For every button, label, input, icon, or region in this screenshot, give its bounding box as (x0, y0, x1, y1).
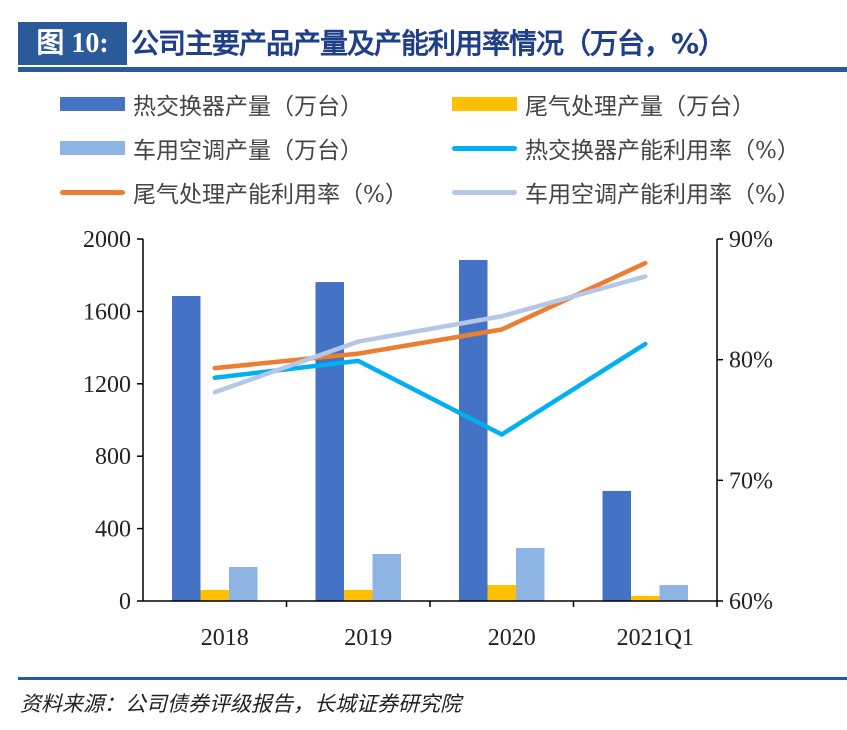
right-tick-label: 90% (729, 227, 773, 253)
legend-line (452, 189, 517, 195)
bar (172, 296, 201, 601)
left-tick-label: 400 (95, 517, 131, 543)
legend-item: 尾气处理产能利用率（%） (60, 175, 408, 209)
legend-item: 车用空调产量（万台） (60, 131, 363, 165)
legend-line (452, 145, 517, 151)
source-note: 资料来源：公司债券评级报告，长城证券研究院 (20, 692, 461, 716)
legend-label: 车用空调产量（万台） (133, 138, 363, 164)
bar (372, 553, 401, 601)
bottom-divider (18, 677, 847, 680)
left-tick-label: 1200 (83, 372, 131, 398)
right-tick-label: 60% (729, 589, 773, 615)
legend-item: 车用空调产能利用率（%） (452, 175, 800, 209)
legend-item: 尾气处理产量（万台） (452, 87, 755, 121)
left-tick-label: 800 (95, 444, 131, 470)
legend-label: 热交换器产能利用率（%） (525, 138, 800, 164)
legend-item: 热交换器产能利用率（%） (452, 131, 800, 165)
series-line (212, 260, 648, 371)
legend-label: 尾气处理产能利用率（%） (133, 182, 408, 208)
left-tick-label: 1600 (83, 299, 131, 325)
legend-label: 车用空调产能利用率（%） (525, 182, 800, 208)
bar (631, 595, 660, 601)
legend-swatch (60, 97, 125, 111)
left-tick-label: 0 (119, 589, 131, 615)
bar (200, 589, 229, 601)
legend-label: 尾气处理产量（万台） (525, 94, 755, 120)
bar (602, 490, 631, 601)
x-tick-label: 2020 (488, 625, 536, 651)
series-line (212, 341, 648, 437)
bar (487, 585, 516, 601)
bar (516, 547, 545, 601)
series-line (212, 274, 648, 395)
legend-line (60, 189, 125, 195)
legend-swatch (60, 141, 125, 155)
bar (315, 282, 344, 601)
legend-item: 热交换器产量（万台） (60, 87, 363, 121)
bar (459, 259, 488, 601)
bar (659, 585, 688, 601)
legend-label: 热交换器产量（万台） (133, 94, 363, 120)
right-tick-label: 80% (729, 348, 773, 374)
chart-title: 公司主要产品产量及产能利用率情况（万台，%） (131, 27, 726, 60)
bar (344, 589, 373, 601)
right-tick-label: 70% (729, 468, 773, 494)
x-tick-label: 2019 (344, 625, 392, 651)
x-tick-label: 2021Q1 (617, 625, 694, 651)
bar (229, 566, 258, 601)
legend-swatch (452, 97, 517, 111)
title-divider (18, 67, 847, 72)
left-tick-label: 2000 (83, 227, 131, 253)
figure-label: 图 10: (18, 22, 127, 65)
x-tick-label: 2018 (201, 625, 249, 651)
